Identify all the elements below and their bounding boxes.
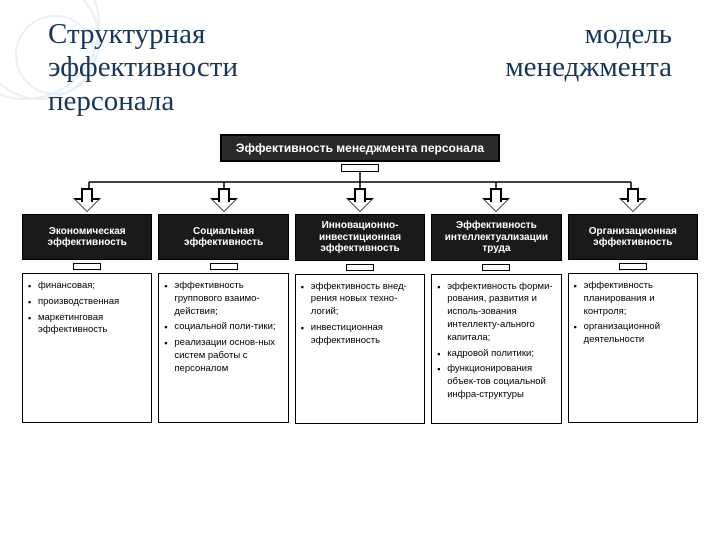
item: эффективность группового взаимо-действия… [164,280,282,318]
down-arrow-icon [619,198,647,212]
item: реализации основ-ных систем работы с пер… [164,337,282,375]
title-right-1: модель [505,18,672,51]
title-left-2: эффективности [48,51,238,84]
root-node: Эффективность менеджмента персонала [220,134,500,162]
item: эффективность планирования и контроля; [574,280,692,318]
category-items: эффективность форми-рования, развития и … [431,274,561,424]
slide-title: Структурная эффективности персонала моде… [0,0,720,128]
category-items: эффективность группового взаимо-действия… [158,273,288,423]
category-column: Инновационно-инвестиционная эффективност… [295,198,425,424]
item: финансовая; [28,280,146,293]
item: социальной поли-тики; [164,321,282,334]
down-arrow-icon [73,198,101,212]
category-column: Экономическая эффективность финансовая; … [22,198,152,424]
category-column: Организационная эффективность эффективно… [568,198,698,424]
category-column: Социальная эффективность эффективность г… [158,198,288,424]
category-stub [346,264,374,271]
category-items: эффективность внед-рения новых техно-лог… [295,274,425,424]
title-left-3: персонала [48,85,238,118]
item: кадровой политики; [437,348,555,361]
category-stub [73,263,101,270]
item: маркетинговая эффективность [28,312,146,338]
category-items: финансовая; производственная маркетингов… [22,273,152,423]
item: производственная [28,296,146,309]
item: организационной деятельности [574,321,692,347]
item: эффективность внед-рения новых техно-лог… [301,281,419,319]
item: функционирования объек-тов социальной ин… [437,363,555,401]
hierarchy-diagram: Эффективность менеджмента персонала Экон… [0,128,720,424]
category-row: Экономическая эффективность финансовая; … [22,198,698,424]
down-arrow-icon [482,198,510,212]
down-arrow-icon [346,198,374,212]
category-node: Организационная эффективность [568,214,698,260]
root-stub [341,164,379,172]
category-node: Социальная эффективность [158,214,288,260]
item: эффективность форми-рования, развития и … [437,281,555,345]
category-node: Эффективность интеллектуализации труда [431,214,561,261]
category-items: эффективность планирования и контроля; о… [568,273,698,423]
category-column: Эффективность интеллектуализации труда э… [431,198,561,424]
category-node: Экономическая эффективность [22,214,152,260]
category-stub [482,264,510,271]
title-right-2: менеджмента [505,51,672,84]
down-arrow-icon [210,198,238,212]
item: инвестиционная эффективность [301,322,419,348]
category-stub [210,263,238,270]
category-stub [619,263,647,270]
title-left-1: Структурная [48,18,238,51]
category-node: Инновационно-инвестиционная эффективност… [295,214,425,261]
